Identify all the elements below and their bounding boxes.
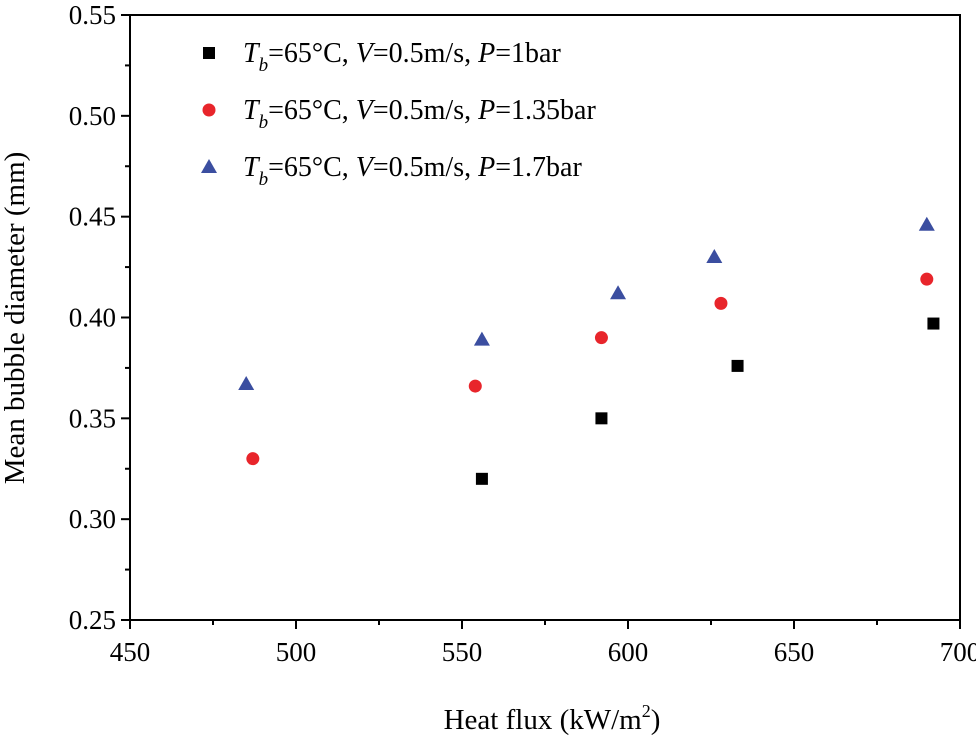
legend: Tb=65°C, V=0.5m/s, P=1bar Tb=65°C, V=0.5m… bbox=[201, 38, 596, 190]
x-tick-label: 600 bbox=[608, 637, 649, 667]
data-point-circle bbox=[468, 379, 482, 393]
data-point-circle bbox=[920, 272, 934, 286]
data-point-triangle bbox=[610, 285, 627, 300]
y-tick-label: 0.25 bbox=[69, 605, 116, 635]
y-tick-label: 0.40 bbox=[69, 303, 116, 333]
axis-ticks bbox=[121, 14, 961, 629]
y-tick-label: 0.45 bbox=[69, 202, 116, 232]
y-axis-label: Mean bubble diameter (mm) bbox=[0, 152, 31, 485]
data-point-triangle bbox=[918, 216, 935, 231]
legend-marker-square bbox=[203, 47, 215, 59]
legend-label: Tb=65°C, V=0.5m/s, P=1.7bar bbox=[243, 152, 582, 190]
data-point-square bbox=[475, 472, 488, 485]
data-point-circle bbox=[246, 452, 260, 466]
x-tick-label: 500 bbox=[276, 637, 317, 667]
data-points bbox=[238, 216, 940, 485]
x-axis-label: Heat flux (kW/m2) bbox=[444, 701, 661, 736]
data-point-triangle bbox=[473, 331, 490, 346]
data-point-square bbox=[927, 317, 940, 330]
y-tick-label: 0.55 bbox=[69, 0, 116, 30]
tick-labels: 450 500 550 600 650 700 0.25 0.30 0.35 0.40 0.45 0.… bbox=[69, 0, 976, 667]
x-tick-label: 450 bbox=[110, 637, 151, 667]
x-tick-label: 650 bbox=[774, 637, 815, 667]
y-tick-label: 0.35 bbox=[69, 403, 116, 433]
data-point-triangle bbox=[238, 376, 255, 391]
data-point-triangle bbox=[706, 249, 723, 263]
x-tick-label: 550 bbox=[442, 637, 483, 667]
y-tick-label: 0.50 bbox=[69, 101, 116, 131]
x-tick-label: 700 bbox=[940, 637, 976, 667]
legend-marker-triangle bbox=[201, 159, 217, 173]
data-point-square bbox=[595, 412, 608, 425]
legend-label: Tb=65°C, V=0.5m/s, P=1bar bbox=[243, 38, 561, 76]
y-tick-label: 0.30 bbox=[69, 504, 116, 534]
data-point-circle bbox=[594, 331, 608, 345]
data-point-square bbox=[731, 359, 744, 372]
data-point-circle bbox=[714, 296, 728, 310]
legend-marker-circle bbox=[202, 103, 216, 117]
legend-label: Tb=65°C, V=0.5m/s, P=1.35bar bbox=[243, 95, 596, 133]
